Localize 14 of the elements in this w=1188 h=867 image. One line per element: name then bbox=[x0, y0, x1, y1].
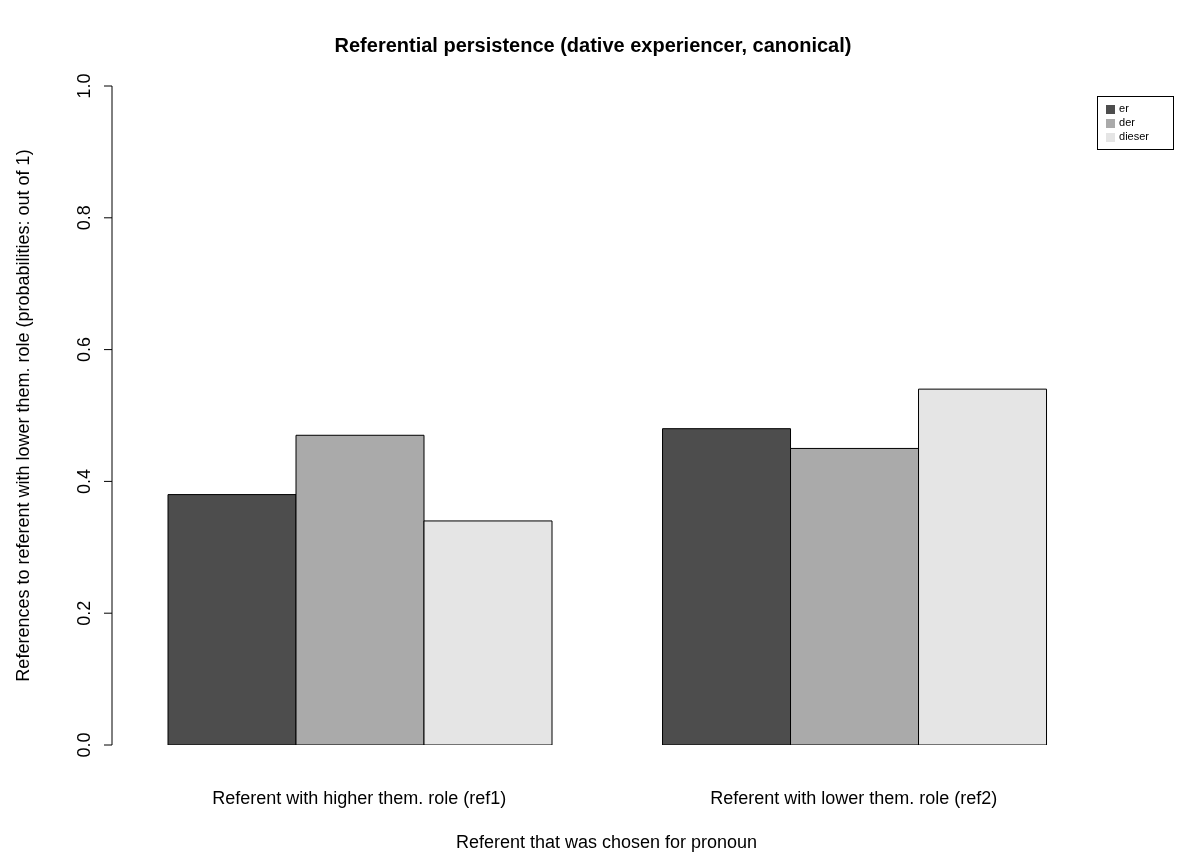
y-axis-title: References to referent with lower them. role (probabilities: out of 1) bbox=[13, 149, 34, 682]
y-tick-label: 0.2 bbox=[74, 600, 94, 626]
x-tick-label: Referent with higher them. role (ref1) bbox=[212, 787, 507, 808]
legend-label: der bbox=[1119, 116, 1135, 128]
y-tick-label: 0.0 bbox=[74, 732, 94, 758]
legend-label: dieser bbox=[1119, 130, 1149, 142]
y-tick-label: 0.8 bbox=[74, 205, 94, 231]
legend-label: er bbox=[1119, 102, 1129, 114]
x-tick-label: Referent with lower them. role (ref2) bbox=[710, 787, 998, 808]
x-axis-title: Referent that was chosen for pronoun bbox=[455, 832, 758, 852]
chart-title: Referential persistence (dative experiencer, canonical) bbox=[333, 34, 853, 57]
y-tick-label: 0.4 bbox=[74, 468, 94, 494]
y-tick-label: 1.0 bbox=[74, 73, 94, 99]
y-tick-label: 0.6 bbox=[74, 337, 94, 363]
